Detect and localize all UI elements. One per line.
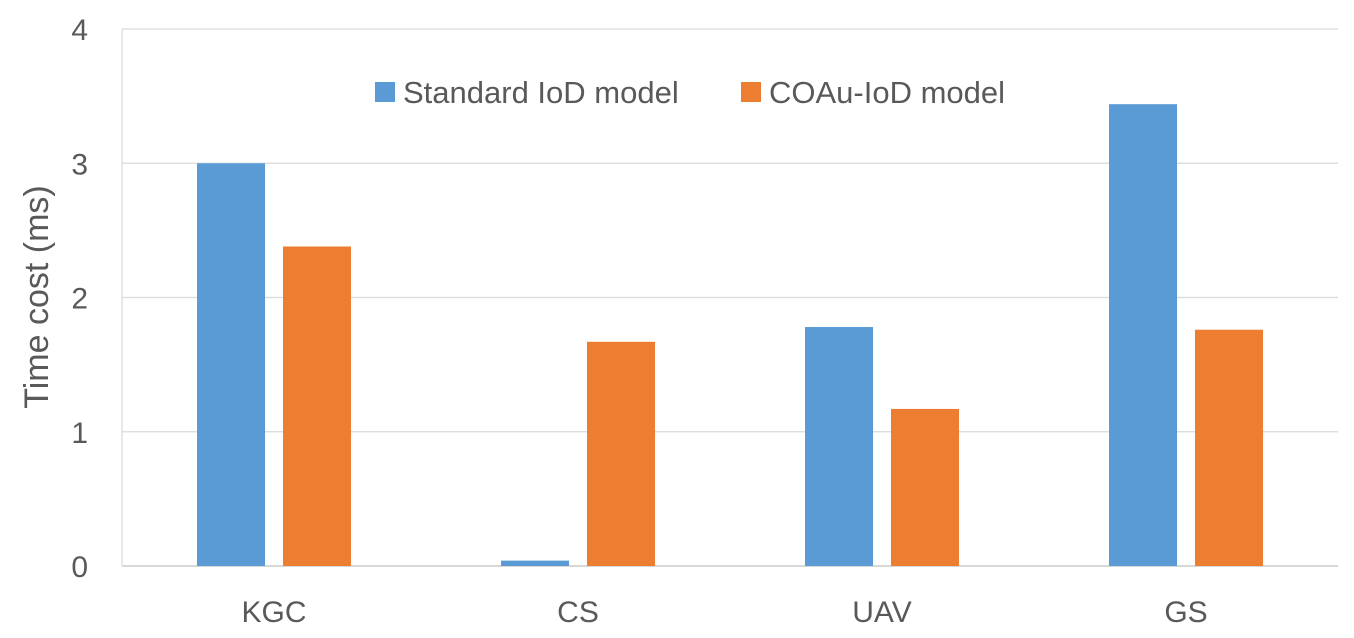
x-tick-label-gs: GS xyxy=(1164,596,1207,629)
y-tick-label: 0 xyxy=(71,551,88,584)
bar-kgc-series-1 xyxy=(197,163,265,566)
bars xyxy=(197,104,1263,567)
y-axis-ticks: 0 1 2 3 4 xyxy=(71,14,88,584)
x-axis-labels: KGC CS UAV GS xyxy=(241,596,1207,629)
legend-label-1: Standard IoD model xyxy=(403,75,679,110)
bar-cs-series-2 xyxy=(587,341,655,566)
y-axis-title: Time cost (ms) xyxy=(18,185,56,409)
bar-gs-series-1 xyxy=(1109,104,1177,567)
bar-gs-series-2 xyxy=(1195,329,1263,566)
legend-label-2: COAu-IoD model xyxy=(769,75,1005,110)
y-tick-label: 4 xyxy=(71,14,88,47)
y-tick-label: 1 xyxy=(71,417,88,450)
legend-swatch-1 xyxy=(375,82,395,102)
bar-kgc-series-2 xyxy=(283,246,351,567)
x-tick-label-kgc: KGC xyxy=(241,596,306,629)
bar-uav-series-2 xyxy=(891,408,959,566)
x-tick-label-uav: UAV xyxy=(852,596,911,629)
x-tick-label-cs: CS xyxy=(557,596,599,629)
legend: Standard IoD model COAu-IoD model xyxy=(375,75,1005,110)
y-tick-label: 3 xyxy=(71,148,88,181)
legend-swatch-2 xyxy=(741,82,761,102)
y-tick-label: 2 xyxy=(71,283,88,316)
bar-cs-series-1 xyxy=(501,560,569,566)
bar-uav-series-1 xyxy=(805,327,873,566)
